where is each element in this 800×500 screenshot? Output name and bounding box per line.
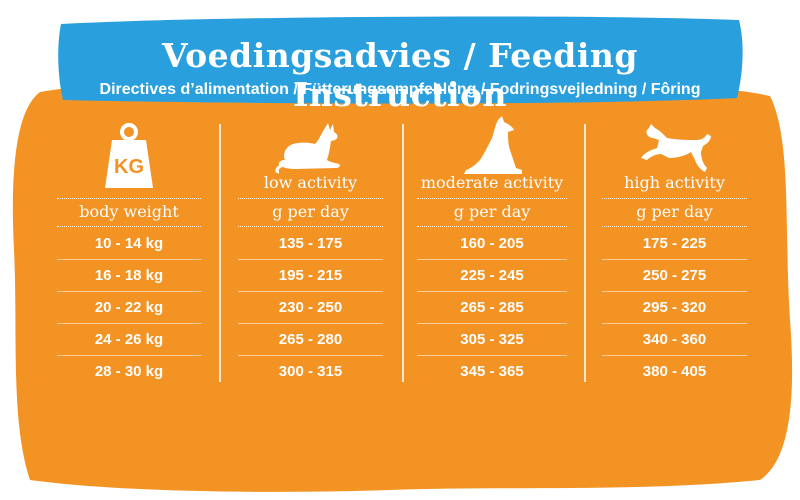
dotted-divider [417, 226, 567, 227]
weight-cell: 28 - 30 kg [57, 355, 201, 387]
amount-cell: 265 - 285 [417, 291, 567, 323]
amount-cell: 230 - 250 [238, 291, 383, 323]
weight-cell: 10 - 14 kg [94, 235, 164, 252]
amount-cell: 250 - 275 [602, 259, 747, 291]
page-subtitle: Directives d’alimentation / Fütterungsem… [99, 81, 701, 98]
sitting-dog-icon [417, 116, 567, 176]
dotted-divider [57, 226, 201, 227]
dotted-divider [602, 226, 747, 227]
amount-header: g per day [272, 202, 349, 221]
amount-cell: 295 - 320 [602, 291, 747, 323]
activity-label: high activity [624, 173, 725, 192]
column-separator [402, 124, 404, 382]
amount-cell: 225 - 245 [417, 259, 567, 291]
page-title: Voedingsadvies / Feeding Instruction [162, 36, 638, 114]
amount-cell: 305 - 325 [417, 323, 567, 355]
lying-dog-icon [238, 122, 383, 174]
amount-cell: 160 - 205 [460, 235, 524, 252]
weight-cell: 24 - 26 kg [57, 323, 201, 355]
dotted-divider [238, 198, 383, 199]
amount-header: g per day [453, 202, 531, 221]
weight-cell: 16 - 18 kg [57, 259, 201, 291]
column-separator [219, 124, 221, 382]
dotted-divider [602, 198, 747, 199]
dotted-divider [238, 226, 383, 227]
amount-cell: 265 - 280 [238, 323, 383, 355]
amount-cell: 175 - 225 [642, 235, 707, 252]
amount-header: g per day [636, 202, 713, 221]
weight-kg-icon: KG [57, 122, 201, 192]
amount-cell: 345 - 365 [417, 355, 567, 387]
jumping-dog-icon [602, 124, 747, 174]
column-separator [584, 124, 586, 382]
dotted-divider [417, 198, 567, 199]
amount-cell: 380 - 405 [602, 355, 747, 387]
amount-cell: 135 - 175 [278, 235, 343, 252]
activity-label: low activity [263, 173, 358, 192]
title-banner: Voedingsadvies / Feeding Instruction Dir… [55, 14, 745, 114]
amount-cell: 340 - 360 [602, 323, 747, 355]
amount-cell: 195 - 215 [238, 259, 383, 291]
amount-cell: 300 - 315 [238, 355, 383, 387]
kg-label: KG [114, 156, 144, 178]
dotted-divider [57, 198, 201, 199]
banner-shape [58, 16, 743, 104]
weight-header: body weight [79, 202, 179, 221]
activity-label: moderate activity [420, 173, 564, 192]
weight-cell: 20 - 22 kg [57, 291, 201, 323]
